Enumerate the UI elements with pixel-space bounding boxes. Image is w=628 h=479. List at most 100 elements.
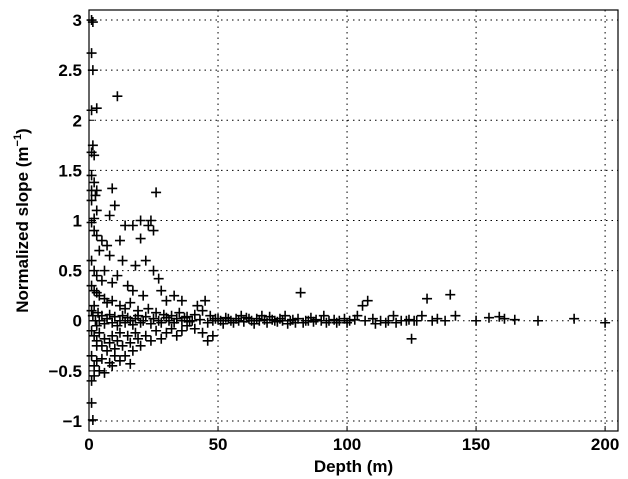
data-point: [140, 311, 151, 322]
data-point: [440, 315, 451, 326]
y-axis-label: Normalized slope (m−1): [12, 128, 32, 312]
data-point: [362, 295, 373, 306]
data-point: [205, 310, 216, 321]
data-point: [104, 309, 115, 320]
data-point: [197, 305, 208, 316]
data-point: [342, 317, 353, 328]
data-point: [202, 335, 213, 346]
y-tick-label: 0.5: [58, 262, 82, 281]
data-point: [89, 177, 100, 188]
data-point: [254, 315, 265, 326]
data-point: [303, 315, 314, 326]
data-point: [86, 255, 97, 266]
data-point: [91, 230, 102, 241]
data-point: [104, 250, 115, 261]
data-point: [176, 325, 187, 336]
data-point: [182, 320, 193, 331]
data-point: [427, 315, 438, 326]
data-point: [107, 183, 118, 194]
data-point: [91, 340, 102, 351]
data-point: [117, 310, 128, 321]
data-point: [202, 317, 213, 328]
data-point: [151, 325, 162, 336]
data-point: [117, 340, 128, 351]
data-point: [86, 217, 97, 228]
data-point: [151, 187, 162, 198]
data-point: [94, 365, 105, 376]
data-point: [89, 285, 100, 296]
data-point: [249, 318, 260, 329]
data-point: [200, 295, 211, 306]
data-points: [86, 15, 611, 425]
y-tick-label: 0: [73, 312, 82, 331]
data-point: [192, 300, 203, 311]
data-point: [161, 295, 172, 306]
data-point: [86, 105, 97, 116]
data-point: [102, 240, 113, 251]
data-point: [107, 317, 118, 328]
data-point: [383, 315, 394, 326]
data-point: [120, 220, 131, 231]
data-point: [125, 297, 136, 308]
data-point: [89, 330, 100, 341]
data-point: [145, 335, 156, 346]
data-point: [169, 290, 180, 301]
data-point: [280, 310, 291, 321]
data-point: [107, 360, 118, 371]
data-point: [321, 317, 332, 328]
data-point: [533, 315, 544, 326]
data-point: [138, 290, 149, 301]
data-point: [86, 375, 97, 386]
data-point: [130, 327, 141, 338]
data-point: [450, 310, 461, 321]
data-point: [148, 313, 159, 324]
data-point: [89, 360, 100, 371]
data-point: [91, 185, 102, 196]
y-tick-label: −1: [63, 412, 82, 431]
data-point: [86, 305, 97, 316]
grid: [89, 10, 618, 431]
data-point: [135, 215, 146, 226]
data-point: [112, 335, 123, 346]
data-point: [316, 315, 327, 326]
x-tick-label: 50: [209, 435, 228, 454]
data-point: [133, 310, 144, 321]
data-point: [135, 340, 146, 351]
data-point: [125, 337, 136, 348]
data-point: [91, 103, 102, 114]
data-point: [104, 210, 115, 221]
data-point: [272, 316, 283, 327]
data-point: [189, 309, 200, 320]
data-point: [406, 333, 417, 344]
data-point: [145, 215, 156, 226]
data-point: [143, 220, 154, 231]
data-point: [569, 313, 580, 324]
data-point: [148, 225, 159, 236]
data-point: [102, 345, 113, 356]
data-point: [329, 314, 340, 325]
data-point: [133, 333, 144, 344]
data-point: [432, 313, 443, 324]
data-point: [360, 315, 371, 326]
data-point: [367, 313, 378, 324]
data-point: [207, 315, 218, 326]
data-point: [499, 313, 510, 324]
data-point: [140, 330, 151, 341]
data-point: [112, 270, 123, 281]
data-point: [194, 314, 205, 325]
data-point: [370, 318, 381, 329]
data-point: [236, 310, 247, 321]
data-point: [112, 320, 123, 331]
data-point: [295, 287, 306, 298]
data-point: [91, 270, 102, 281]
data-point: [120, 317, 131, 328]
data-point: [109, 200, 120, 211]
x-tick-label: 0: [84, 435, 93, 454]
data-point: [117, 255, 128, 266]
data-point: [125, 358, 136, 369]
data-point: [96, 235, 107, 246]
data-point: [99, 367, 110, 378]
data-point: [89, 150, 100, 161]
data-point: [171, 330, 182, 341]
data-point: [189, 323, 200, 334]
